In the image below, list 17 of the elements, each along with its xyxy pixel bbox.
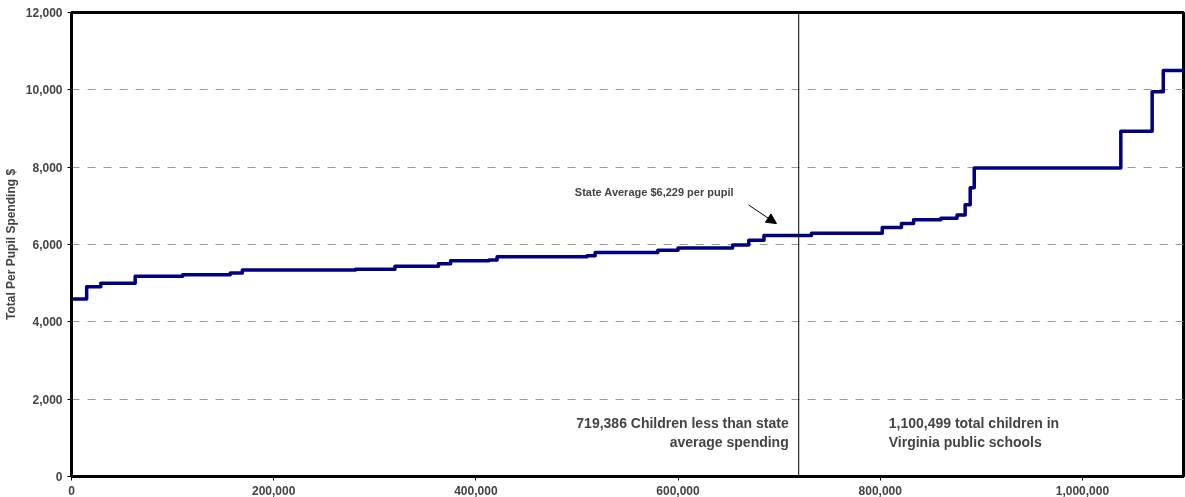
x-tick-label: 200,000	[251, 483, 296, 497]
x-tick-label: 0	[68, 483, 76, 497]
x-tick-label: 1,000,000	[1055, 483, 1110, 497]
y-tick-label: 8,000	[32, 160, 63, 175]
x-tick-label: 800,000	[858, 483, 903, 497]
y-tick-label: 10,000	[25, 83, 63, 98]
y-tick-label: 6,000	[32, 238, 63, 252]
y-tick-label: 12,000	[25, 6, 63, 20]
y-axis-title: Total Per Pupil Spending $	[3, 168, 18, 321]
annotation: 719,386 Children less than state average spending	[576, 414, 789, 450]
annotation: 1,100,499 total children in Virginia public schools	[888, 414, 1060, 450]
y-tick-label: 4,000	[32, 315, 63, 330]
x-tick-label: 600,000	[656, 483, 701, 497]
annotation: State Average $6,229 per pupil	[574, 186, 734, 199]
y-tick-label: 2,000	[32, 392, 63, 407]
y-tick-label: 0	[55, 470, 63, 484]
x-tick-label: 400,000	[454, 483, 498, 497]
